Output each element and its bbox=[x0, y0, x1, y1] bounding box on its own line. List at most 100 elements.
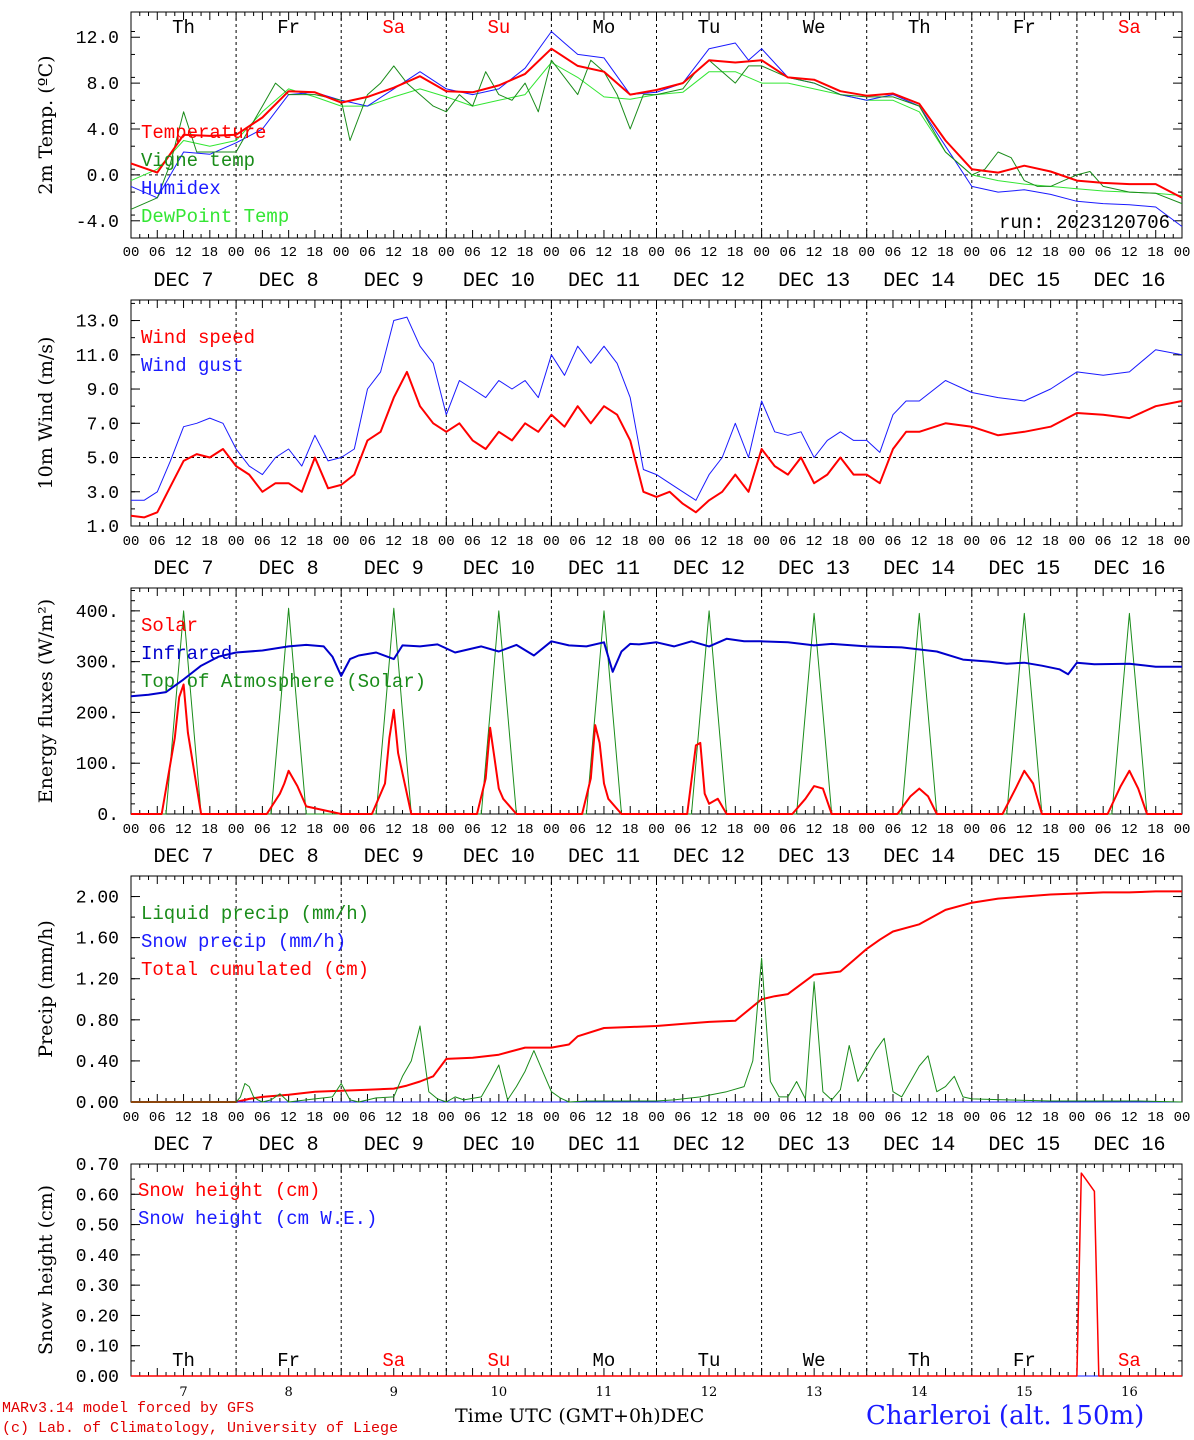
hour-tick-label: 12 bbox=[280, 534, 297, 550]
y-tick-label: 0.40 bbox=[76, 1247, 119, 1267]
y-tick-label: 0. bbox=[97, 806, 119, 826]
hour-tick-label: 18 bbox=[412, 245, 429, 261]
date-label: DEC 13 bbox=[778, 270, 850, 293]
hour-tick-label: 18 bbox=[517, 1110, 534, 1126]
legend-entry: Infrared bbox=[141, 643, 232, 665]
hour-tick-label: 18 bbox=[832, 245, 849, 261]
legend-entry: DewPoint Temp bbox=[141, 206, 289, 228]
hour-tick-label: 18 bbox=[412, 1110, 429, 1126]
y-tick-label: 1.60 bbox=[76, 930, 119, 950]
hour-tick-label: 18 bbox=[622, 534, 639, 550]
hour-tick-label: 06 bbox=[149, 822, 166, 838]
hour-tick-label: 18 bbox=[1147, 1110, 1164, 1126]
y-axis-label: Precip (mm/h) bbox=[35, 920, 57, 1058]
hour-tick-label: 06 bbox=[254, 1110, 271, 1126]
hour-tick-label: 12 bbox=[596, 822, 613, 838]
hour-tick-label: 18 bbox=[1042, 245, 1059, 261]
hour-tick-label: 12 bbox=[280, 1110, 297, 1126]
hour-tick-label: 12 bbox=[175, 534, 192, 550]
hour-tick-label: 18 bbox=[727, 534, 744, 550]
hour-tick-label: 12 bbox=[1016, 245, 1033, 261]
hour-tick-label: 06 bbox=[464, 822, 481, 838]
date-label: DEC 7 bbox=[154, 558, 214, 581]
date-label: DEC 13 bbox=[778, 1134, 850, 1157]
hour-tick-label: 00 bbox=[228, 822, 245, 838]
hour-tick-label: 06 bbox=[885, 822, 902, 838]
date-label: DEC 14 bbox=[883, 1134, 955, 1157]
hour-tick-label: 06 bbox=[674, 534, 691, 550]
legend-entry: Top of Atmosphere (Solar) bbox=[141, 671, 426, 693]
hour-tick-label: 12 bbox=[911, 245, 928, 261]
hour-tick-label: 18 bbox=[1042, 822, 1059, 838]
day-number-label: 7 bbox=[179, 1385, 187, 1400]
hour-tick-label: 12 bbox=[1121, 822, 1138, 838]
series-line-total-cumulated-cm bbox=[131, 890, 1182, 1103]
date-label: DEC 8 bbox=[259, 1134, 319, 1157]
hour-tick-label: 00 bbox=[1174, 534, 1191, 550]
hour-tick-label: 00 bbox=[858, 1110, 875, 1126]
day-number-label: 14 bbox=[911, 1385, 928, 1400]
date-label: DEC 15 bbox=[988, 1134, 1060, 1157]
series-line-temperature bbox=[130, 47, 1183, 199]
y-tick-label: 0.0 bbox=[87, 167, 119, 187]
hour-tick-label: 00 bbox=[648, 534, 665, 550]
hour-tick-label: 00 bbox=[753, 534, 770, 550]
y-axis-label: Energy fluxes (W/m²) bbox=[35, 599, 57, 803]
hour-tick-label: 12 bbox=[806, 822, 823, 838]
hour-tick-label: 00 bbox=[543, 534, 560, 550]
hour-tick-label: 18 bbox=[622, 1110, 639, 1126]
day-number-label: 13 bbox=[806, 1385, 823, 1400]
series-line-infrared bbox=[130, 637, 1182, 698]
legend-entry: Snow height (cm) bbox=[138, 1180, 320, 1202]
hour-tick-label: 18 bbox=[832, 1110, 849, 1126]
hour-tick-label: 12 bbox=[490, 245, 507, 261]
hour-tick-label: 06 bbox=[359, 1110, 376, 1126]
hour-tick-label: 12 bbox=[385, 245, 402, 261]
hour-tick-label: 12 bbox=[806, 1110, 823, 1126]
hour-tick-label: 06 bbox=[569, 1110, 586, 1126]
hour-tick-label: 18 bbox=[517, 245, 534, 261]
legend-entry: Wind speed bbox=[141, 327, 255, 349]
hour-tick-label: 18 bbox=[201, 1110, 218, 1126]
hour-tick-label: 06 bbox=[990, 1110, 1007, 1126]
chart-panel-4: 0.00 0.40 0.80 1.20 1.60 2.00 Precip (mm/h) 00 0… bbox=[35, 875, 1190, 1157]
day-number-label: 9 bbox=[390, 1385, 398, 1400]
y-tick-label: 0.50 bbox=[76, 1217, 119, 1237]
hour-tick-label: 00 bbox=[123, 245, 140, 261]
weekday-label: Th bbox=[908, 1350, 931, 1372]
weekday-label: Th bbox=[172, 17, 195, 39]
hour-tick-label: 00 bbox=[1068, 245, 1085, 261]
date-label: DEC 13 bbox=[778, 558, 850, 581]
hour-tick-label: 18 bbox=[937, 822, 954, 838]
hour-tick-label: 12 bbox=[911, 534, 928, 550]
hour-tick-label: 00 bbox=[438, 822, 455, 838]
hour-tick-label: 18 bbox=[622, 245, 639, 261]
hour-tick-label: 00 bbox=[543, 245, 560, 261]
weekday-label: Fr bbox=[277, 1350, 300, 1372]
date-label: DEC 15 bbox=[988, 846, 1060, 869]
station-name: Charleroi (alt. 150m) bbox=[866, 1401, 1145, 1431]
y-tick-label: 0.80 bbox=[76, 1012, 119, 1032]
hour-tick-label: 18 bbox=[412, 822, 429, 838]
date-label: DEC 9 bbox=[364, 1134, 424, 1157]
hour-tick-label: 06 bbox=[359, 245, 376, 261]
date-label: DEC 14 bbox=[883, 270, 955, 293]
y-tick-label: 1.0 bbox=[87, 518, 119, 538]
hour-tick-label: 06 bbox=[464, 1110, 481, 1126]
hour-tick-label: 12 bbox=[1121, 1110, 1138, 1126]
hour-tick-label: 00 bbox=[858, 245, 875, 261]
hour-tick-label: 00 bbox=[1068, 1110, 1085, 1126]
hour-tick-label: 12 bbox=[280, 245, 297, 261]
hour-tick-label: 06 bbox=[149, 245, 166, 261]
hour-tick-label: 12 bbox=[280, 822, 297, 838]
y-tick-label: 0.40 bbox=[76, 1053, 119, 1073]
hour-tick-label: 00 bbox=[1068, 534, 1085, 550]
weekday-label: Fr bbox=[277, 17, 300, 39]
y-tick-label: 0.70 bbox=[76, 1156, 119, 1176]
hour-tick-label: 00 bbox=[1174, 245, 1191, 261]
y-tick-label: 1.20 bbox=[76, 971, 119, 991]
hour-tick-label: 06 bbox=[254, 534, 271, 550]
series-line-solar bbox=[131, 683, 1182, 815]
hour-tick-label: 00 bbox=[963, 822, 980, 838]
